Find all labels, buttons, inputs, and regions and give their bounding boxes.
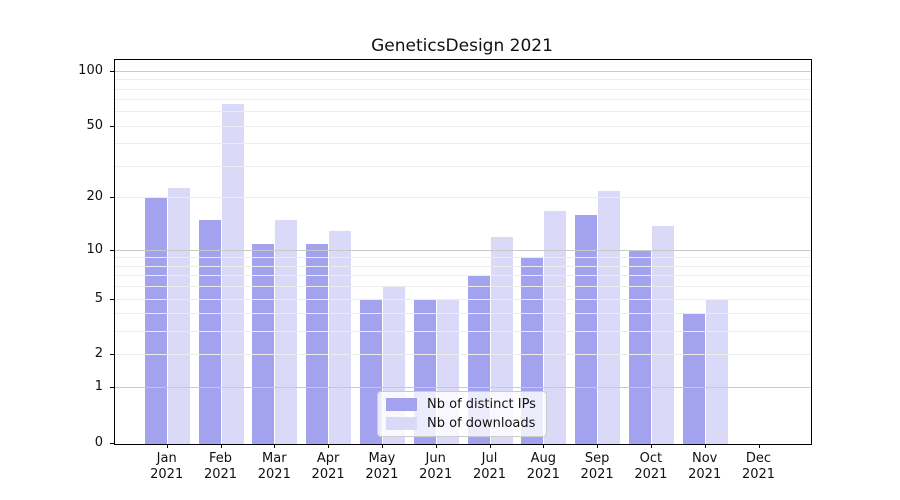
minor-gridline-5 [115, 298, 811, 300]
bar-nov-distinct-ips [682, 314, 705, 444]
bar-feb-downloads [221, 103, 244, 444]
bar-oct-downloads [651, 225, 674, 444]
x-tick-label-jan: Jan 2021 [150, 451, 184, 482]
x-tick-oct [650, 444, 652, 448]
x-tick-label-mar: Mar 2021 [257, 451, 291, 482]
minor-gridline-2 [115, 354, 811, 356]
y-tick-2 [110, 354, 114, 356]
minor-gridline-30 [115, 166, 811, 167]
minor-gridline-60 [115, 111, 811, 113]
x-tick-jan [166, 444, 168, 448]
x-tick-jul [489, 444, 491, 448]
x-tick-label-jun: Jun 2021 [419, 451, 453, 482]
x-tick-nov [704, 444, 706, 448]
bar-nov-downloads [705, 299, 728, 444]
y-tick-10 [110, 249, 114, 251]
legend-row-downloads: Nb of downloads [386, 416, 536, 431]
y-tick-label-10: 10 [86, 241, 103, 257]
bar-sep-downloads [598, 191, 621, 444]
minor-gridline-80 [115, 88, 811, 90]
minor-gridline-50 [115, 125, 811, 127]
y-tick-5 [110, 298, 114, 300]
bar-jan-downloads [167, 187, 190, 444]
x-tick-label-feb: Feb 2021 [203, 451, 238, 482]
x-tick-label-sep: Sep 2021 [580, 451, 614, 482]
x-tick-label-may: May 2021 [365, 451, 399, 482]
y-tick-label-20: 20 [86, 189, 103, 205]
legend: Nb of distinct IPs Nb of downloads [377, 391, 547, 437]
bar-jan-distinct-ips [144, 198, 167, 444]
plot-area [114, 59, 812, 445]
major-gridline-1 [115, 387, 811, 389]
bar-mar-distinct-ips [252, 243, 275, 444]
y-tick-1 [110, 387, 114, 389]
chart-title: GeneticsDesign 2021 [371, 36, 553, 56]
minor-gridline-20 [115, 197, 811, 199]
major-gridline-10 [115, 249, 811, 251]
bar-oct-distinct-ips [628, 250, 651, 444]
y-tick-0 [110, 443, 114, 444]
y-tick-label-1: 1 [94, 379, 103, 395]
y-tick-label-50: 50 [86, 117, 103, 133]
x-tick-sep [597, 444, 599, 448]
y-tick-label-2: 2 [94, 346, 103, 362]
y-tick-100 [110, 70, 114, 72]
x-tick-label-oct: Oct 2021 [634, 451, 668, 482]
minor-gridline-7 [115, 275, 811, 277]
y-tick-50 [110, 125, 114, 127]
legend-label-downloads: Nb of downloads [427, 416, 536, 431]
bar-aug-downloads [544, 210, 567, 444]
x-tick-label-nov: Nov 2021 [688, 451, 722, 482]
minor-gridline-4 [115, 313, 811, 315]
x-tick-label-aug: Aug 2021 [526, 451, 560, 482]
x-tick-label-apr: Apr 2021 [311, 451, 345, 482]
x-tick-mar [274, 444, 276, 448]
minor-gridline-70 [115, 99, 811, 101]
bar-apr-distinct-ips [306, 243, 329, 444]
minor-gridline-9 [115, 257, 811, 259]
minor-gridline-3 [115, 331, 811, 333]
y-tick-label-5: 5 [94, 290, 103, 306]
x-tick-dec [758, 444, 760, 448]
x-tick-label-jul: Jul 2021 [472, 451, 507, 482]
minor-gridline-6 [115, 286, 811, 287]
x-tick-aug [543, 444, 545, 448]
bar-may-distinct-ips [359, 299, 382, 444]
legend-swatch-downloads [386, 417, 417, 430]
x-tick-feb [220, 444, 222, 448]
y-tick-20 [110, 197, 114, 199]
legend-label-distinct-ips: Nb of distinct IPs [427, 397, 536, 412]
major-gridline-100 [115, 70, 811, 72]
minor-gridline-90 [115, 79, 811, 81]
bar-apr-downloads [329, 231, 352, 444]
x-tick-label-dec: Dec 2021 [741, 451, 776, 482]
x-tick-apr [328, 444, 330, 448]
x-tick-jun [435, 444, 437, 448]
minor-gridline-8 [115, 265, 811, 267]
legend-swatch-distinct-ips [386, 398, 417, 411]
y-tick-label-100: 100 [78, 62, 103, 78]
minor-gridline-40 [115, 143, 811, 145]
legend-row-distinct-ips: Nb of distinct IPs [386, 397, 536, 412]
bar-sep-distinct-ips [575, 215, 598, 444]
y-tick-label-0: 0 [94, 435, 103, 450]
x-tick-may [381, 444, 383, 448]
